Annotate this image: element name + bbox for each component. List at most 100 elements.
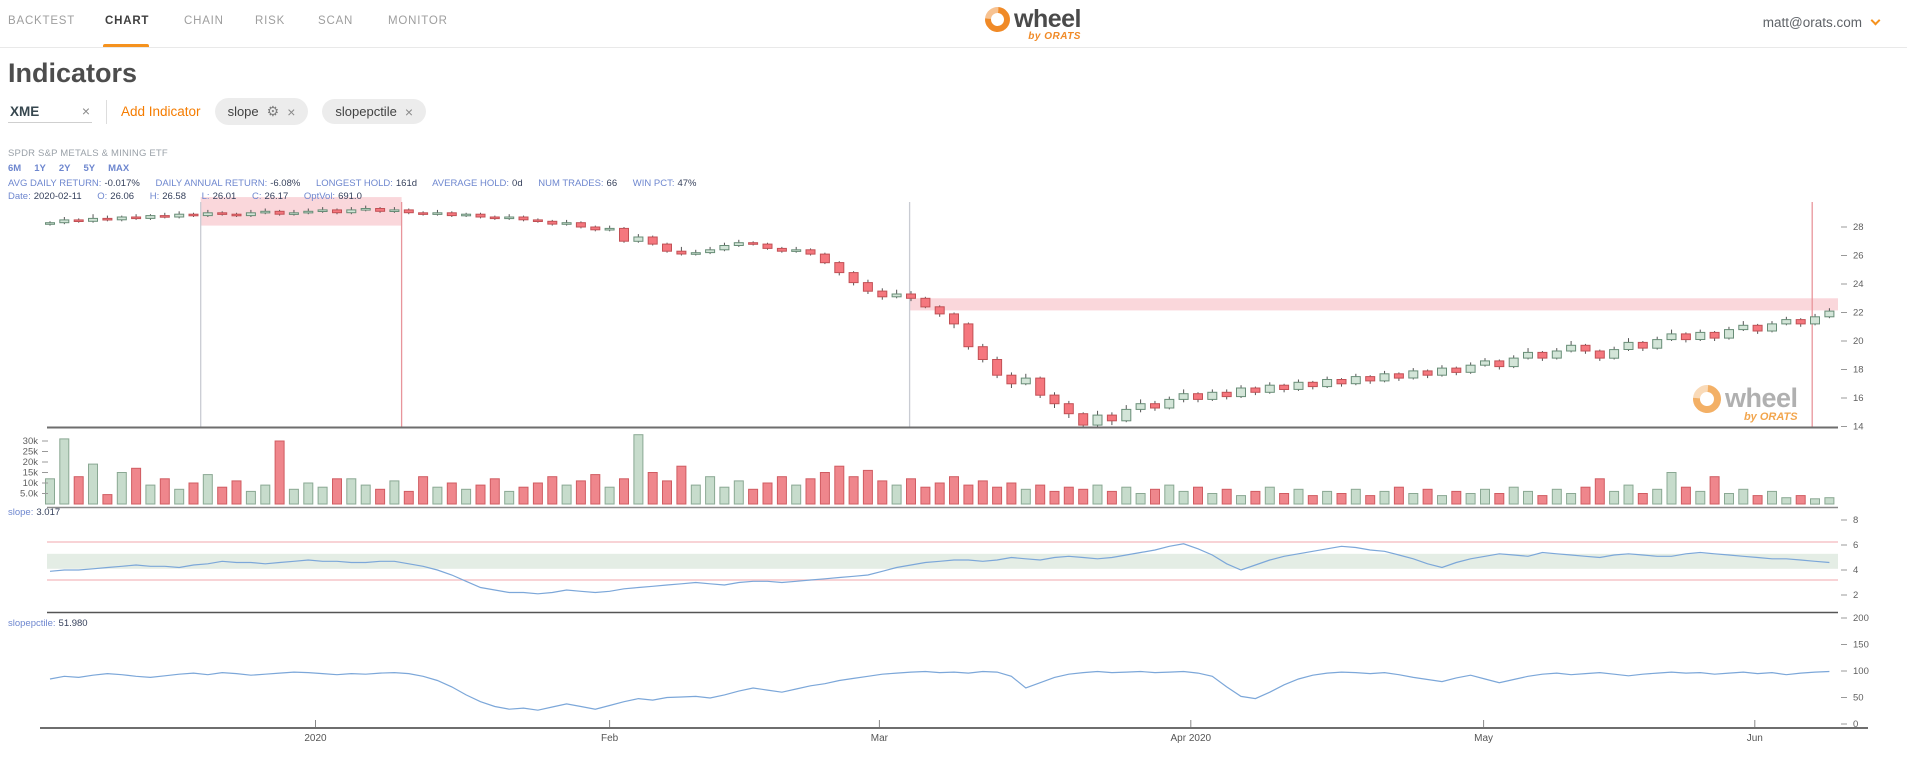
svg-text:24: 24: [1853, 279, 1864, 290]
symbol-input[interactable]: XME ×: [8, 101, 92, 123]
svg-text:22: 22: [1853, 308, 1864, 319]
svg-text:Mar: Mar: [871, 733, 889, 744]
stat-value: -0.017%: [104, 178, 140, 189]
ohlc-value: 26.17: [264, 191, 289, 202]
stat-label: LONGEST HOLD:: [315, 178, 393, 189]
svg-text:8: 8: [1853, 515, 1858, 526]
logo-wordmark: wheel: [1014, 5, 1081, 33]
svg-text:200: 200: [1853, 613, 1869, 624]
slope-readout: slope: 3.017: [8, 507, 73, 518]
backtest-stats: AVG DAILY RETURN: -0.017% DAILY ANNUAL RE…: [8, 178, 709, 189]
ohlc-value: 26.01: [212, 191, 237, 202]
svg-text:100: 100: [1853, 666, 1869, 677]
tab-scan[interactable]: SCAN: [318, 15, 354, 27]
indicator-chip-slope[interactable]: slope ⚙ ×: [214, 98, 309, 125]
stat-label: WIN PCT:: [632, 178, 675, 189]
slopepctile-readout: slopepctile: 51.980: [8, 618, 101, 629]
app-logo: wheel by ORATS: [979, 1, 1081, 42]
svg-text:14: 14: [1853, 422, 1864, 433]
range-5y[interactable]: 5Y: [83, 163, 96, 174]
ohlc-value: 691.0: [338, 191, 362, 202]
slopepctile-label: slopepctile:: [8, 618, 56, 629]
close-icon[interactable]: ×: [287, 103, 296, 120]
stat-label: DAILY ANNUAL RETURN:: [155, 178, 268, 189]
wheel-logo-icon: [979, 1, 1016, 38]
tab-chain[interactable]: CHAIN: [184, 15, 224, 27]
wheel-logo-icon: [1687, 378, 1727, 419]
ohlc-value: 26.06: [110, 191, 135, 202]
svg-text:30k: 30k: [23, 436, 39, 447]
range-1y[interactable]: 1Y: [34, 163, 46, 174]
svg-text:Feb: Feb: [601, 733, 619, 744]
slope-value: 3.017: [36, 507, 61, 518]
svg-text:15k: 15k: [23, 468, 39, 479]
remove-symbol-icon[interactable]: ×: [81, 103, 90, 119]
svg-text:26: 26: [1853, 251, 1864, 262]
ohlc-readout: Date: 2020-02-11 O: 26.06 H: 26.58 L: 26.01 …: [8, 191, 375, 202]
svg-text:2: 2: [1853, 590, 1858, 601]
chip-label: slopepctile: [335, 104, 397, 119]
tab-risk[interactable]: RISK: [255, 15, 286, 27]
svg-text:6: 6: [1853, 540, 1858, 551]
stat-label: NUM TRADES:: [538, 178, 604, 189]
ohlc-value: 2020-02-11: [33, 191, 82, 202]
ohlc-value: 26.58: [162, 191, 186, 202]
stat-value: 161d: [395, 178, 418, 189]
range-2y[interactable]: 2Y: [58, 163, 71, 174]
gear-icon[interactable]: ⚙: [266, 103, 280, 119]
svg-text:18: 18: [1853, 365, 1864, 376]
svg-text:50: 50: [1853, 693, 1864, 704]
stat-value: -6.08%: [270, 178, 301, 189]
chip-label: slope: [227, 104, 259, 119]
indicator-controls: XME × Add Indicator slope ⚙ × slopepctil…: [8, 98, 427, 125]
svg-text:4: 4: [1853, 565, 1858, 576]
close-icon[interactable]: ×: [404, 103, 414, 120]
svg-text:150: 150: [1853, 640, 1869, 651]
account-menu[interactable]: matt@orats.com: [1762, 15, 1881, 30]
svg-text:5.0k: 5.0k: [20, 489, 38, 500]
slope-label: slope:: [8, 507, 34, 518]
account-email: matt@orats.com: [1762, 15, 1862, 30]
tab-chart[interactable]: CHART: [105, 15, 150, 27]
chevron-down-icon: [1870, 15, 1881, 26]
slopepctile-value: 51.980: [58, 618, 88, 629]
page-title: Indicators: [8, 58, 138, 88]
svg-text:28: 28: [1853, 222, 1864, 233]
svg-text:25k: 25k: [23, 447, 39, 458]
range-max[interactable]: MAX: [108, 163, 130, 174]
svg-text:0: 0: [1853, 719, 1858, 730]
logo-byline: by ORATS: [1028, 31, 1081, 42]
watermark-byline: by ORATS: [1743, 411, 1798, 423]
stat-value: 0d: [512, 178, 523, 189]
divider: [106, 99, 107, 124]
ohlc-label: C:: [251, 191, 262, 202]
svg-text:16: 16: [1853, 393, 1864, 404]
svg-text:May: May: [1474, 733, 1493, 744]
add-indicator-button[interactable]: Add Indicator: [121, 104, 201, 119]
range-6m[interactable]: 6M: [8, 163, 22, 174]
svg-text:10k: 10k: [23, 478, 39, 489]
svg-text:Apr 2020: Apr 2020: [1171, 733, 1212, 744]
svg-text:20: 20: [1853, 336, 1864, 347]
tab-backtest[interactable]: BACKTEST: [8, 15, 76, 27]
range-selector: 6M 1Y 2Y 5Y MAX: [8, 163, 129, 174]
chart-watermark: wheel by ORATS: [1687, 378, 1798, 423]
top-nav: BACKTEST CHART CHAIN RISK SCAN MONITOR w…: [0, 0, 1907, 48]
stat-label: AVERAGE HOLD:: [432, 178, 510, 189]
instrument-name: SPDR S&P METALS & MINING ETF: [8, 148, 168, 159]
ohlc-label: OptVol:: [303, 191, 336, 202]
symbol-value: XME: [10, 103, 40, 119]
watermark-wordmark: wheel: [1725, 383, 1798, 413]
tab-monitor[interactable]: MONITOR: [388, 15, 448, 27]
stat-value: 66: [606, 178, 618, 189]
ohlc-label: H:: [149, 191, 160, 202]
stat-value: 47%: [677, 178, 697, 189]
indicator-chip-slopepctile[interactable]: slopepctile ×: [322, 99, 427, 124]
stat-label: AVG DAILY RETURN:: [8, 178, 102, 189]
svg-text:2020: 2020: [304, 733, 327, 744]
svg-text:20k: 20k: [23, 457, 39, 468]
active-tab-underline: [103, 44, 149, 47]
ohlc-label: L:: [201, 191, 210, 202]
